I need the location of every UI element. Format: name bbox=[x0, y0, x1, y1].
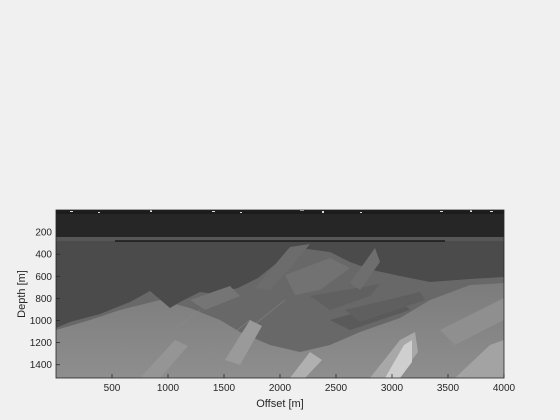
bright-bodies bbox=[140, 298, 504, 378]
y-tick-label: 1400 bbox=[30, 360, 53, 371]
water-layer bbox=[56, 210, 504, 237]
top-noise bbox=[56, 210, 504, 214]
x-axis: 500 1000 1500 2000 2500 3000 3500 4000 bbox=[104, 374, 516, 394]
fault-bands bbox=[190, 244, 425, 330]
y-tick-label: 600 bbox=[35, 272, 52, 283]
y-tick-label: 400 bbox=[35, 250, 52, 261]
x-tick-label: 3000 bbox=[381, 383, 404, 394]
y-axis: 200 400 600 800 1000 1200 1400 bbox=[30, 228, 60, 371]
x-tick-label: 2500 bbox=[325, 383, 348, 394]
velocity-model-image bbox=[56, 210, 504, 378]
x-tick-label: 500 bbox=[104, 383, 121, 394]
x-tick-label: 1500 bbox=[213, 383, 236, 394]
y-tick-label: 1200 bbox=[30, 338, 53, 349]
top-noise-speckles bbox=[70, 210, 493, 213]
x-tick-label: 4000 bbox=[493, 383, 516, 394]
x-axis-label: Offset [m] bbox=[256, 398, 303, 410]
y-axis-label: Depth [m] bbox=[16, 270, 28, 318]
y-tick-label: 200 bbox=[35, 228, 52, 239]
x-tick-label: 2000 bbox=[269, 383, 292, 394]
y-tick-label: 800 bbox=[35, 294, 52, 305]
x-tick-label: 1000 bbox=[157, 383, 180, 394]
y-tick-label: 1000 bbox=[30, 316, 53, 327]
x-tick-label: 3500 bbox=[437, 383, 460, 394]
